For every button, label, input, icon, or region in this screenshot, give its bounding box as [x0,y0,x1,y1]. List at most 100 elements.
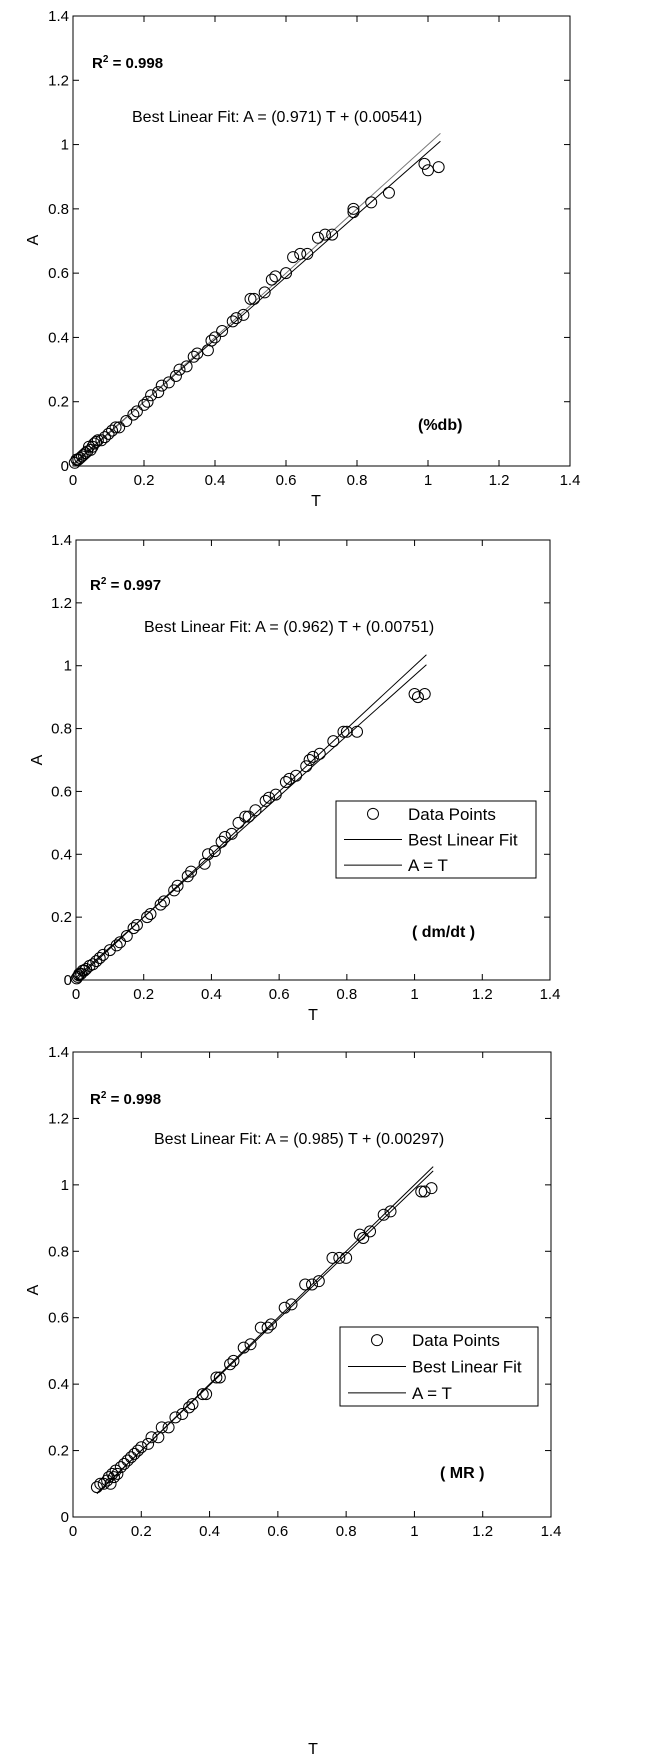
x-tick-label: 0.2 [134,472,155,489]
data-point [202,848,215,861]
y-tick-label: 1 [61,1177,69,1194]
data-point [269,788,282,801]
data-point [90,1481,103,1494]
data-point [265,1318,278,1331]
legend-marker-circle [371,1334,383,1347]
x-tick-label: 0.4 [205,472,226,489]
legend: Data Points Best Linear Fit A = T [339,1326,539,1407]
data-point [130,405,143,418]
data-point [224,1358,237,1371]
data-point [213,1371,226,1384]
y-tick-label: 0.2 [48,1443,69,1460]
fit-equation: Best Linear Fit: A = (0.971) T + (0.0054… [132,109,422,126]
data-point [269,270,282,283]
data-point [152,386,165,399]
data-point [294,247,307,260]
data-point [180,360,193,373]
data-point [278,1301,291,1314]
data-point [340,725,353,738]
data-point [340,1251,353,1264]
data-point [171,879,184,892]
data-point [411,691,424,704]
chart-tag: ( MR ) [440,1465,484,1482]
y-tick-label: 0.4 [48,1376,69,1393]
data-point [141,395,154,408]
data-point [244,1338,257,1351]
legend-label: Data Points [408,805,496,824]
data-point [130,919,143,931]
y-tick-label: 0 [61,1509,69,1526]
y-axis-label: A [25,234,42,245]
data-point [237,1341,250,1354]
y-tick-label: 1 [64,658,72,675]
data-point [113,421,126,434]
x-tick-label: 1 [410,986,418,1003]
data-point [102,427,115,440]
data-point [262,791,275,804]
data-point [364,1225,377,1238]
data-point [226,315,239,328]
data-point [93,952,106,964]
data-point [208,845,221,858]
data-point [169,370,182,382]
data-point [432,161,445,174]
y-tick-label: 0.6 [48,265,69,282]
data-point [258,286,271,299]
data-point [232,816,245,829]
data-point [114,1461,127,1474]
fit-equation: Best Linear Fit: A = (0.985) T + (0.0029… [154,1131,444,1148]
data-point [109,421,122,434]
identity-line [76,654,427,980]
data-point [300,760,313,773]
y-tick-label: 1.4 [48,8,69,25]
fit-equation: Best Linear Fit: A = (0.962) T + (0.0075… [144,619,434,636]
data-point [209,331,221,344]
data-point [347,206,360,219]
data-point [141,911,154,924]
y-axis-label: A [29,754,46,765]
data-point [90,955,103,968]
data-point [261,1321,274,1334]
x-tick-label: 0.2 [133,986,154,1003]
legend-label: Data Points [412,1331,500,1350]
data-point [299,1278,312,1291]
data-point [158,895,171,908]
data-point [230,312,243,325]
data-point [265,273,278,286]
y-tick-label: 0.2 [48,394,69,411]
data-point [102,1471,115,1484]
data-point [259,794,272,807]
data-point [120,930,133,942]
y-tick-label: 0.6 [48,1310,69,1327]
data-point [408,688,421,700]
data-point [176,1408,189,1421]
x-tick-label: 0.8 [336,1523,357,1540]
data-point [120,415,133,427]
data-point [382,186,395,199]
data-point [225,827,238,840]
data-point [287,251,300,264]
data-point [183,1401,196,1414]
x-tick-label: 1.4 [541,1523,562,1540]
data-point [187,350,200,363]
data-point [242,810,255,823]
data-point [319,228,332,241]
data-point [249,804,262,817]
data-point [237,308,250,321]
data-point [254,1321,267,1334]
x-tick-label: 1.4 [540,986,561,1003]
data-point [422,164,434,177]
x-tick-label: 0.4 [199,1523,220,1540]
data-point [210,1371,223,1384]
data-point [154,898,167,911]
y-tick-label: 0.2 [51,909,72,926]
y-tick-label: 0 [61,458,69,475]
data-point [114,936,127,949]
chart-panel-1: 0 0.2 0.4 0.6 0.8 1 1.2 1.4 0 0.2 0.4 0.6 0.8 1 1.2 1.4… [25,8,580,510]
data-point [357,1232,370,1244]
data-point [307,750,319,763]
data-point [312,1275,325,1288]
data-point [311,231,324,244]
plot-frame [72,15,571,467]
